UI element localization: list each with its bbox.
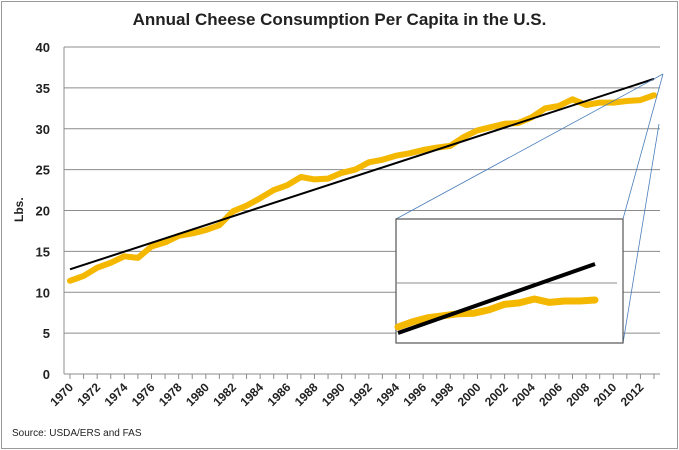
gridlines: [64, 46, 660, 334]
x-tick-label: 2010: [591, 380, 620, 409]
x-tick-label: 1992: [346, 380, 375, 409]
x-tick-label: 1988: [292, 380, 321, 409]
zoom-connector: [622, 123, 660, 344]
cheese-consumption-line: [67, 92, 657, 284]
y-tick-label: 15: [36, 244, 50, 259]
y-tick-label: 30: [36, 122, 50, 137]
x-tick-label: 2000: [455, 380, 484, 409]
chart-title: Annual Cheese Consumption Per Capita in …: [132, 10, 547, 29]
zoom-connector: [622, 73, 664, 220]
x-tick-label: 1984: [237, 380, 266, 409]
x-tick-label: 2008: [563, 380, 592, 409]
x-tick-label: 2012: [618, 380, 647, 409]
inset-series-line: [394, 295, 599, 331]
series-group: [67, 77, 657, 284]
trend-line: [69, 77, 655, 271]
x-tick-label: 1976: [129, 380, 158, 409]
x-tick-label: 1996: [400, 380, 429, 409]
y-tick-label: 5: [43, 326, 50, 341]
inset-zoom: [394, 73, 664, 344]
inset-box: [395, 218, 624, 344]
x-tick-label: 1978: [156, 380, 185, 409]
x-tick-label: 1982: [210, 380, 239, 409]
y-tick-label: 40: [36, 40, 50, 55]
x-tick-label: 1994: [373, 380, 402, 409]
y-tick-label: 0: [43, 367, 50, 382]
x-tick-label: 1970: [47, 380, 76, 409]
axes: [63, 47, 660, 379]
x-tick-label: 1980: [183, 380, 212, 409]
x-tick-label: 2004: [509, 380, 538, 409]
inset-trend-line: [397, 262, 596, 335]
x-tick-label: 1990: [319, 380, 348, 409]
x-tick-label: 2006: [536, 380, 565, 409]
source-note: Source: USDA/ERS and FAS: [12, 428, 142, 439]
x-tick-label: 2002: [482, 380, 511, 409]
y-tick-label: 35: [36, 81, 50, 96]
x-tick-label: 1974: [102, 380, 131, 409]
y-tick-label: 25: [36, 163, 50, 178]
x-tick-label: 1986: [265, 380, 294, 409]
x-tick-label: 1972: [75, 380, 104, 409]
x-tick-label: 1998: [428, 380, 457, 409]
y-tick-label: 10: [36, 285, 50, 300]
y-tick-label: 20: [36, 204, 50, 219]
zoom-connector: [395, 73, 664, 220]
